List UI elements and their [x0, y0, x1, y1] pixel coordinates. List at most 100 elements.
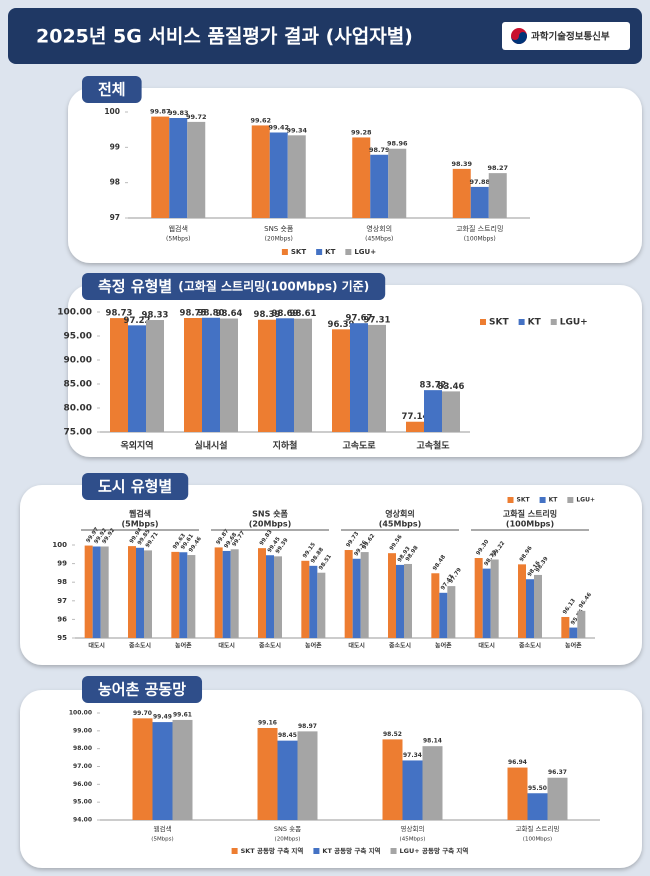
data-label: 99.42 [268, 123, 289, 131]
y-tick-label: 96.00 [73, 781, 92, 788]
bar [128, 546, 136, 638]
legend-label: KT [549, 497, 559, 504]
legend-label: KT [528, 318, 542, 328]
legend-label: KT 공동망 구축 지역 [322, 846, 380, 855]
bar [482, 568, 491, 638]
group-label: (20Mbps) [249, 520, 292, 529]
data-label: 98.39 [451, 160, 472, 168]
legend-swatch [231, 848, 238, 854]
data-label: 99.49 [153, 714, 172, 721]
group-label: (100Mbps) [506, 520, 554, 529]
x-tick-label: 웹검색 [169, 224, 188, 233]
legend-label: LGU+ [576, 497, 595, 504]
bar [474, 558, 483, 638]
section-tab [82, 273, 386, 300]
logo-box [502, 22, 630, 50]
data-label: 98.97 [298, 723, 317, 730]
bar [518, 564, 526, 638]
y-tick-label: 98 [57, 578, 67, 586]
bar [251, 125, 270, 218]
bar [132, 718, 153, 820]
legend-swatch [480, 319, 486, 325]
bar [344, 550, 353, 638]
bar [214, 547, 223, 638]
x-tick-label: (20Mbps) [265, 236, 293, 243]
y-tick-label: 98.00 [73, 745, 92, 752]
data-label: 98.69 [272, 309, 299, 319]
bar [269, 132, 288, 218]
bar [370, 154, 389, 218]
x-tick-label: 대도시 [88, 642, 105, 650]
bar [136, 547, 144, 638]
bar [276, 318, 294, 432]
data-label: 96.94 [508, 759, 527, 766]
data-label: 83.72 [420, 381, 447, 391]
bar [184, 318, 202, 432]
data-label: 98.96 [387, 140, 408, 148]
bar [442, 391, 460, 432]
legend-swatch [550, 319, 557, 325]
bar [92, 546, 101, 638]
data-label: 99.83 [168, 109, 189, 117]
bar [547, 777, 568, 820]
y-tick-label: 95.00 [73, 799, 92, 806]
bar [266, 555, 274, 638]
data-label: 83.46 [438, 382, 465, 392]
x-tick-label: 웹검색 [154, 824, 172, 833]
data-label: 98.80 [198, 308, 225, 318]
bar [277, 740, 298, 820]
bar [388, 148, 407, 218]
x-tick-label: 농어촌 [565, 642, 582, 650]
legend-label: LGU+ [354, 248, 376, 256]
bar [84, 545, 93, 638]
bar [100, 546, 109, 638]
y-tick-label: 97 [57, 597, 67, 605]
bar [187, 555, 196, 638]
bar [402, 760, 423, 820]
legend-swatch [313, 848, 320, 854]
data-label: 99.16 [258, 719, 277, 726]
legend-label: SKT [291, 248, 306, 256]
legend-swatch [281, 249, 288, 255]
y-tick-label: 95 [57, 634, 67, 642]
legend-label: LGU+ 공동망 구축 지역 [400, 846, 469, 855]
data-label: 98.75 [180, 309, 207, 319]
data-label: 97.67 [346, 314, 373, 324]
data-label: 77.14 [402, 412, 429, 422]
x-tick-label: 고화질 스트리밍 [516, 824, 560, 833]
data-label: 99.87 [150, 108, 171, 116]
data-label: 98.45 [278, 732, 297, 739]
y-tick-label: 94.00 [73, 817, 92, 824]
data-label: 98.64 [216, 309, 243, 319]
bar [490, 559, 499, 638]
section-tab [82, 473, 189, 500]
data-label: 98.73 [106, 309, 133, 319]
bar [527, 793, 548, 820]
bar [171, 551, 180, 638]
y-tick-label: 98 [110, 178, 120, 187]
bar [179, 552, 188, 638]
legend-label: SKT 공동망 구축 지역 [241, 846, 304, 855]
bar [187, 121, 206, 218]
legend-label: SKT [489, 318, 509, 328]
bar [452, 168, 471, 218]
bar [146, 320, 164, 432]
x-tick-label: 옥외지역 [120, 440, 153, 452]
data-label: 98.27 [487, 164, 508, 172]
bar [257, 727, 278, 820]
bar [577, 610, 586, 638]
x-tick-label: 중소도시 [519, 642, 541, 650]
data-label: 99.34 [286, 126, 307, 134]
bar [294, 318, 312, 432]
y-tick-label: 95.00 [64, 332, 92, 342]
section-tab [82, 76, 142, 103]
data-label: 98.61 [290, 309, 317, 319]
bar [388, 553, 396, 638]
bar [447, 586, 456, 638]
legend-swatch [567, 497, 574, 503]
bar [534, 574, 542, 638]
bar [309, 565, 318, 638]
x-tick-label: 중소도시 [259, 642, 281, 650]
x-tick-label: (45Mbps) [365, 236, 393, 243]
bar [404, 563, 412, 638]
